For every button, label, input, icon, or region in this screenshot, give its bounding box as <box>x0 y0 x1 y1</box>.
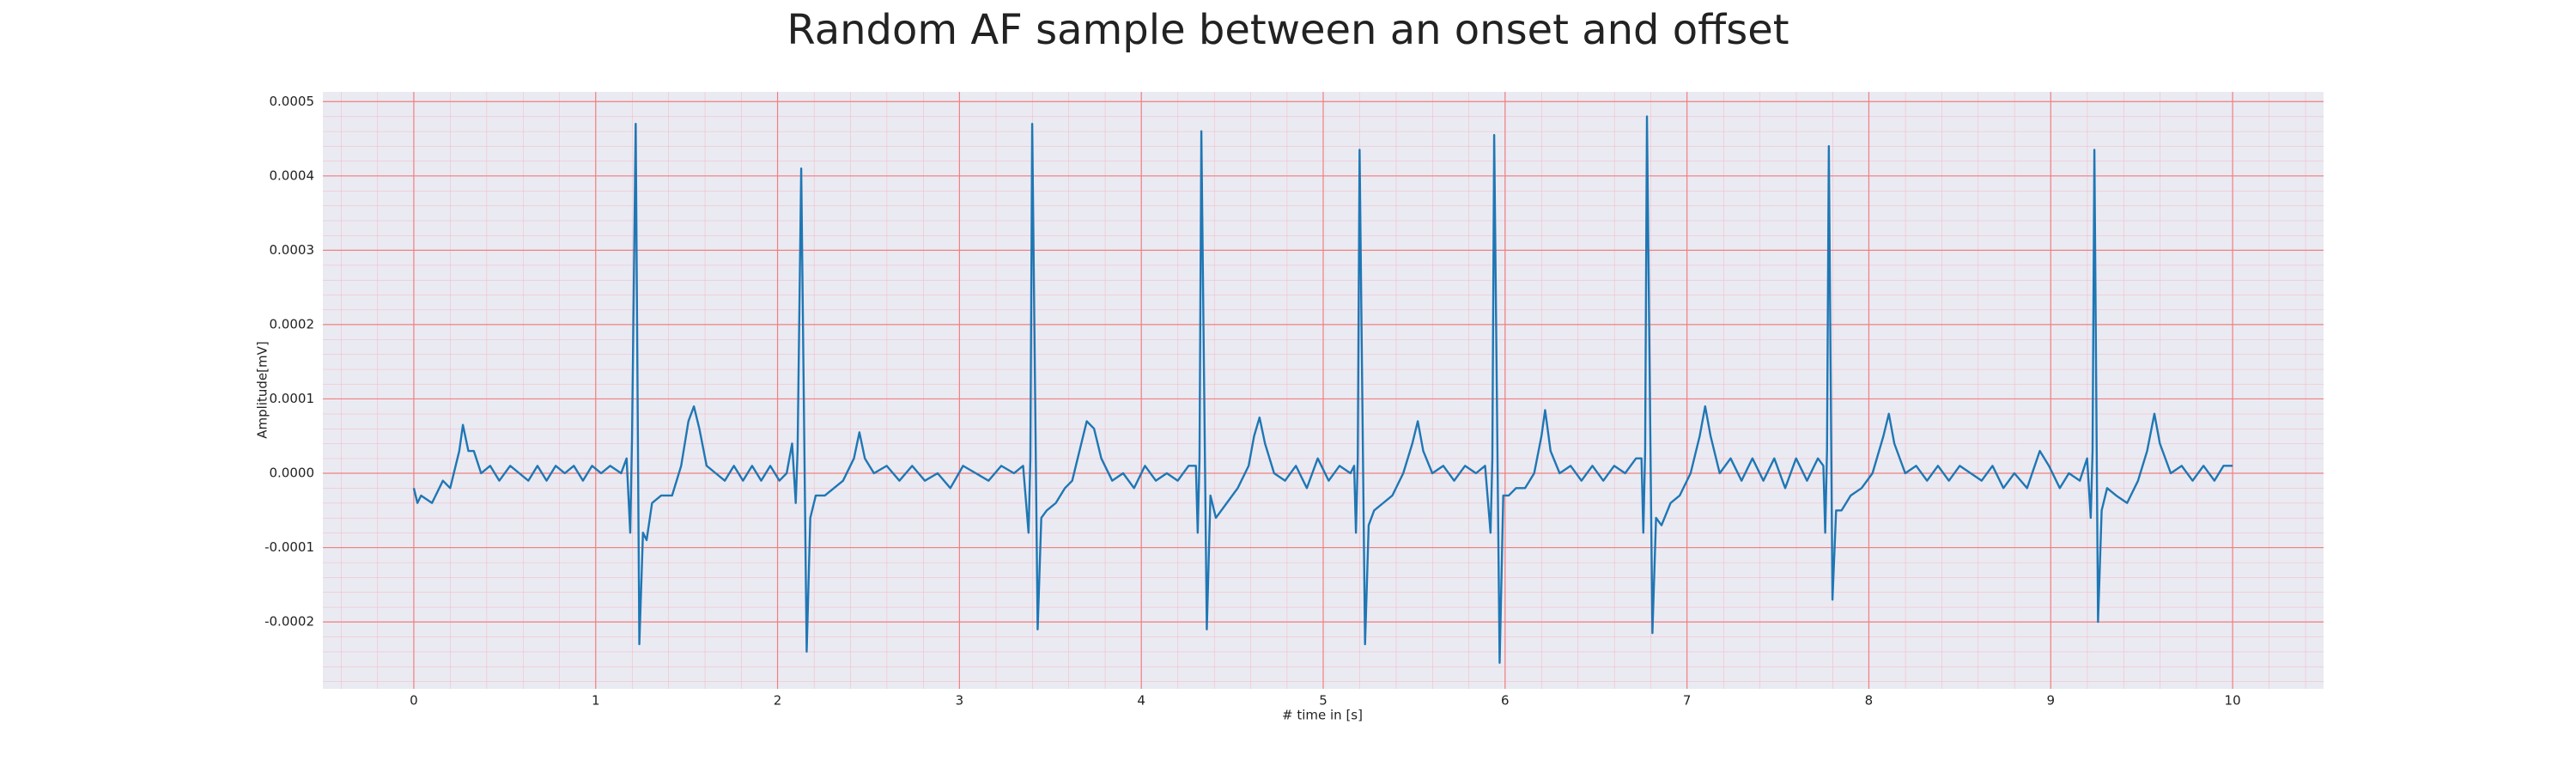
y-tick-label: -0.0001 <box>264 539 314 555</box>
x-tick-label: 9 <box>2046 693 2055 709</box>
x-tick-label: 3 <box>956 693 964 709</box>
x-tick-label: 10 <box>2225 693 2241 709</box>
y-tick-label: -0.0002 <box>264 614 314 630</box>
y-tick-label: 0.0002 <box>270 316 315 332</box>
x-axis-label: # time in [s] <box>1282 708 1363 723</box>
chart-title: Random AF sample between an onset and of… <box>787 6 1789 54</box>
x-tick-label: 4 <box>1137 693 1145 709</box>
y-axis-label: Amplitude[mV] <box>255 341 270 438</box>
x-tick-label: 0 <box>410 693 418 709</box>
x-tick-label: 5 <box>1319 693 1327 709</box>
x-tick-label: 6 <box>1501 693 1510 709</box>
x-tick-label: 1 <box>592 693 600 709</box>
x-tick-label: 8 <box>1865 693 1874 709</box>
ecg-line <box>412 115 2233 664</box>
x-tick-label: 2 <box>774 693 782 709</box>
y-tick-label: 0.0003 <box>270 242 315 258</box>
y-tick-label: 0.0001 <box>270 391 315 406</box>
y-tick-label: 0.0004 <box>270 167 315 183</box>
x-tick-label: 7 <box>1683 693 1692 709</box>
y-tick-label: 0.0000 <box>270 466 315 481</box>
y-tick-label: 0.0005 <box>270 94 315 109</box>
